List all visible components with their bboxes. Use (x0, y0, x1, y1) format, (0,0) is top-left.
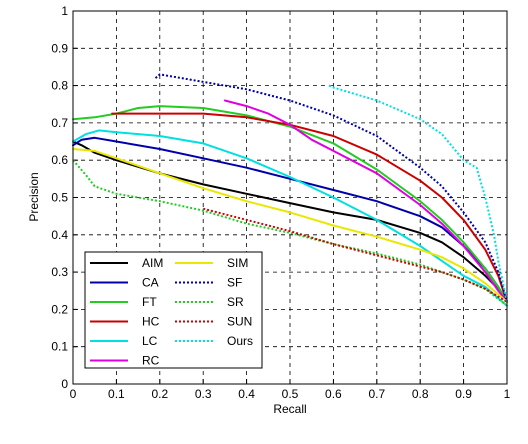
y-tick-label: 0.8 (51, 79, 68, 93)
series-line-ours (328, 84, 508, 303)
series-line-ca (72, 136, 508, 303)
legend-label-lc: LC (142, 334, 158, 348)
plot-frame (72, 10, 508, 385)
y-tick-labels: 0 0.1 0.2 0.3 0.4 0.5 0.6 0.7 0.8 0.9 1 (51, 4, 68, 391)
legend: AIM CA FT HC LC RC SIM SF SR SUN Ours (84, 251, 263, 369)
series-line-rc (223, 99, 508, 303)
legend-label-ca: CA (142, 276, 159, 290)
x-tick-label: 0.4 (238, 387, 255, 401)
y-axis-label: Precision (27, 172, 41, 221)
legend-label-sim: SIM (227, 256, 248, 270)
series-line-ft (72, 105, 508, 303)
x-tick-label: 0.9 (455, 387, 472, 401)
legend-label-aim: AIM (142, 256, 163, 270)
x-tick-label: 0.1 (108, 387, 125, 401)
grid-lines (72, 10, 508, 385)
y-tick-label: 0.2 (51, 302, 68, 316)
y-tick-label: 0.5 (51, 191, 68, 205)
y-tick-label: 0.4 (51, 228, 68, 242)
legend-label-ours: Ours (227, 334, 253, 348)
x-tick-label: 0 (70, 387, 77, 401)
y-tick-label: 0 (61, 377, 68, 391)
x-tick-labels: 0 0.1 0.2 0.3 0.4 0.5 0.6 0.7 0.8 0.9 1 (70, 387, 511, 401)
legend-box (84, 251, 263, 369)
x-tick-label: 0.2 (151, 387, 168, 401)
legend-label-hc: HC (142, 315, 160, 329)
legend-label-rc: RC (142, 354, 160, 368)
series-line-sr (72, 159, 508, 307)
x-axis-label: Recall (273, 402, 306, 416)
x-tick-label: 0.7 (368, 387, 385, 401)
x-tick-label: 0.8 (412, 387, 429, 401)
series-line-hc (111, 112, 508, 303)
series-line-sun (202, 207, 508, 303)
y-tick-label: 0.1 (51, 340, 68, 354)
x-tick-label: 0.3 (195, 387, 212, 401)
x-tick-label: 0.5 (282, 387, 299, 401)
series-line-aim (72, 140, 508, 303)
series-line-sf (154, 73, 508, 303)
legend-label-sun: SUN (227, 315, 252, 329)
y-tick-label: 0.9 (51, 41, 68, 55)
series-line-sim (72, 148, 508, 303)
legend-label-ft: FT (142, 295, 157, 309)
series-line-lc (72, 129, 508, 307)
y-tick-label: 0.3 (51, 265, 68, 279)
y-tick-label: 0.7 (51, 116, 68, 130)
series-layer (72, 73, 508, 307)
legend-label-sr: SR (227, 295, 244, 309)
y-tick-label: 0.6 (51, 153, 68, 167)
y-tick-label: 1 (61, 4, 68, 18)
x-tick-label: 0.6 (325, 387, 342, 401)
x-tick-label: 1 (504, 387, 511, 401)
legend-label-sf: SF (227, 276, 242, 290)
